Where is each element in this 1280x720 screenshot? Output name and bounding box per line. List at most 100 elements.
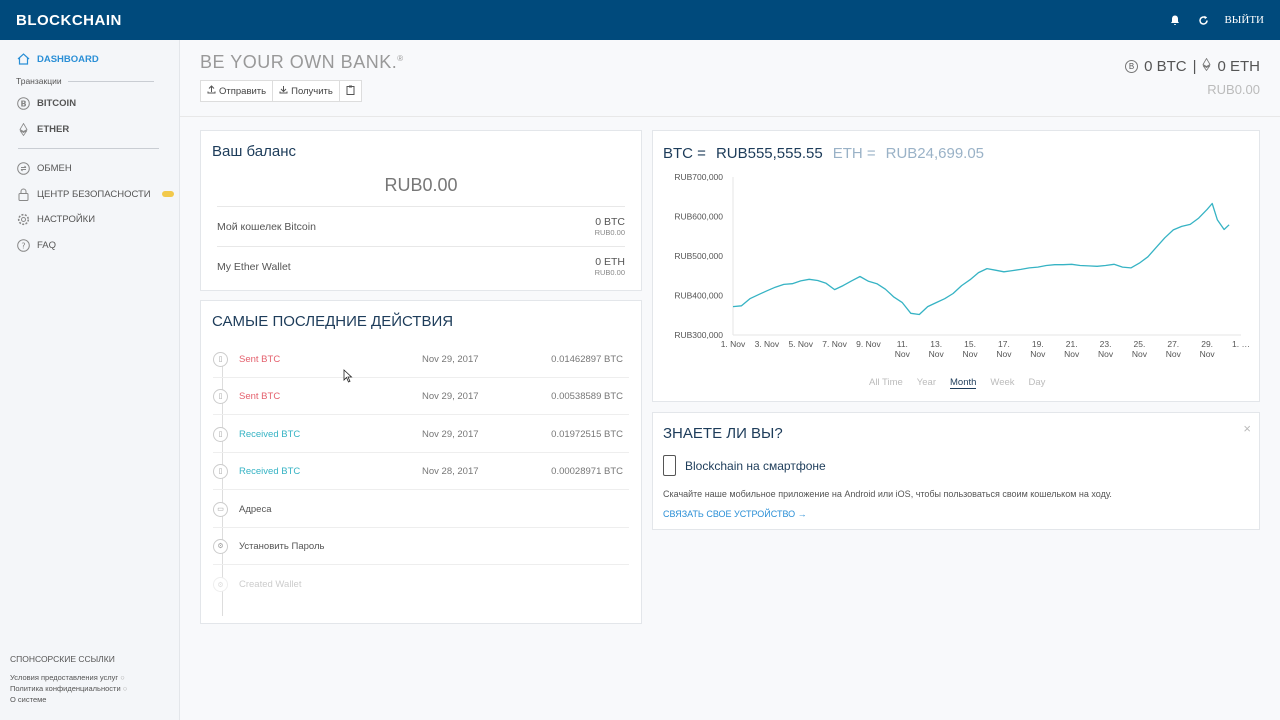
mouse-cursor-icon — [343, 369, 353, 383]
activity-row[interactable]: ▭ Адреса — [213, 491, 629, 528]
svg-text:B: B — [20, 99, 26, 108]
clipboard-button[interactable] — [339, 80, 362, 102]
y-tick-label: RUB300,000 — [674, 330, 723, 340]
range-tab-day[interactable]: Day — [1028, 377, 1046, 388]
activity-row[interactable]: ▯ Received BTC Nov 29, 2017 0.01972515 B… — [213, 416, 629, 453]
activity-row[interactable]: ⚙ Установить Пароль — [213, 528, 629, 565]
activity-date: Nov 29, 2017 — [422, 390, 479, 402]
x-tick-label: 11. Nov — [895, 339, 911, 359]
activity-amount: 0.01972515 BTC — [551, 428, 623, 440]
sidebar-item-bitcoin[interactable]: B BITCOIN — [16, 96, 76, 110]
eth-total: 0 ETH — [1217, 58, 1260, 75]
x-tick-label: 19. Nov — [1030, 339, 1046, 359]
bitcoin-icon: B — [1125, 60, 1139, 73]
send-icon — [207, 85, 216, 97]
about-link[interactable]: О системе — [10, 695, 47, 704]
x-tick-label: 27. Nov — [1166, 339, 1182, 359]
range-tab-month[interactable]: Month — [950, 377, 977, 389]
sidebar-divider — [18, 148, 159, 149]
top-bar: BLOCKCHAIN ВЫЙТИ — [0, 0, 1280, 40]
activity-label: Установить Пароль — [239, 540, 325, 552]
sidebar-item-security[interactable]: ЦЕНТР БЕЗОПАСНОСТИ — [16, 187, 174, 201]
x-tick-label: 7. Nov — [822, 339, 847, 349]
activity-date: Nov 29, 2017 — [422, 353, 479, 365]
range-tab-year[interactable]: Year — [916, 377, 936, 388]
top-right-controls: ВЫЙТИ — [1168, 13, 1264, 27]
wallet-row-ether[interactable]: My Ether Wallet 0 ETH RUB0.00 — [217, 246, 625, 286]
header-crypto-balance: B 0 BTC | 0 ETH — [1125, 57, 1260, 75]
price-chart[interactable]: RUB700,000 RUB600,000 RUB500,000 RUB400,000… — [653, 169, 1259, 369]
refresh-icon[interactable] — [1196, 13, 1210, 27]
clipboard-icon — [346, 85, 355, 98]
send-button[interactable]: Отправить — [200, 80, 274, 102]
activity-amount: 0.01462897 BTC — [551, 353, 623, 365]
sidebar-item-label: НАСТРОЙКИ — [37, 213, 96, 225]
btc-price-label: BTC = — [663, 145, 706, 162]
sidebar-item-faq[interactable]: ? FAQ — [16, 238, 56, 252]
header-rub-balance: RUB0.00 — [1207, 82, 1260, 97]
logo[interactable]: BLOCKCHAIN — [16, 11, 122, 29]
activity-row[interactable]: ▯ Sent BTC Nov 29, 2017 0.00538589 BTC — [213, 378, 629, 415]
activity-row[interactable]: ⚙ Created Wallet — [213, 566, 629, 603]
price-chart-card: BTC = RUB555,555.55 ETH = RUB24,699.05 R… — [652, 130, 1260, 402]
wallet-row-bitcoin[interactable]: Мой кошелек Bitcoin 0 BTC RUB0.00 — [217, 206, 625, 246]
lock-icon — [16, 187, 30, 201]
exchange-icon — [16, 161, 30, 175]
price-summary: BTC = RUB555,555.55 ETH = RUB24,699.05 — [663, 145, 984, 162]
ether-icon — [16, 122, 30, 136]
transaction-icon: ▯ — [213, 463, 228, 479]
home-icon — [16, 52, 30, 66]
x-tick-label: 9. Nov — [856, 339, 881, 349]
question-icon: ? — [16, 238, 30, 252]
transaction-icon: ▯ — [213, 351, 228, 367]
wallet-rub: RUB0.00 — [594, 268, 625, 277]
action-toolbar: Отправить Получить — [200, 80, 362, 102]
range-tab-week[interactable]: Week — [990, 377, 1015, 388]
activity-row[interactable]: ▯ Received BTC Nov 28, 2017 0.00028971 B… — [213, 453, 629, 490]
sidebar-item-ether[interactable]: ETHER — [16, 122, 69, 136]
x-tick-label: 17. Nov — [996, 339, 1012, 359]
sidebar-item-dashboard[interactable]: DASHBOARD — [16, 52, 99, 66]
gear-icon: ⚙ — [213, 538, 228, 554]
activity-label: Received BTC — [239, 465, 301, 477]
link-device-link[interactable]: СВЯЗАТЬ СВОЕ УСТРОЙСТВО → — [663, 509, 807, 519]
sidebar-item-label: ЦЕНТР БЕЗОПАСНОСТИ — [37, 188, 151, 200]
bell-icon[interactable] — [1168, 13, 1182, 27]
activity-label: Sent BTC — [239, 390, 281, 402]
did-you-know-card: ЗНАЕТЕ ЛИ ВЫ? × Blockchain на смартфоне … — [652, 412, 1260, 530]
y-tick-label: RUB600,000 — [674, 212, 723, 222]
terms-link[interactable]: Условия предоставления услуг ○ — [10, 673, 125, 682]
privacy-link[interactable]: Политика конфиденциальности ○ — [10, 684, 128, 693]
range-tab-all-time[interactable]: All Time — [869, 377, 903, 388]
svg-text:?: ? — [21, 241, 25, 250]
x-tick-label: 1. Nov — [721, 339, 746, 349]
sidebar-item-exchange[interactable]: ОБМЕН — [16, 161, 72, 175]
wallet-rub: RUB0.00 — [594, 228, 625, 237]
smartphone-icon — [663, 455, 676, 476]
wallet-amount: 0 ETH — [595, 256, 625, 268]
app-description: Скачайте наше мобильное приложение на An… — [663, 489, 1112, 499]
btc-total: 0 BTC — [1144, 58, 1187, 75]
did-you-know-title: ЗНАЕТЕ ЛИ ВЫ? — [663, 425, 783, 442]
x-tick-label: 15. Nov — [963, 339, 979, 359]
wallet-name: Мой кошелек Bitcoin — [217, 220, 316, 233]
separator: | — [1192, 58, 1197, 75]
activity-label: Sent BTC — [239, 353, 281, 365]
x-tick-label: 3. Nov — [755, 339, 780, 349]
activity-date: Nov 28, 2017 — [422, 465, 479, 477]
sponsored-links-heading: СПОНСОРСКИЕ ССЫЛКИ — [10, 654, 115, 664]
logout-button[interactable]: ВЫЙТИ — [1224, 14, 1264, 26]
activity-title: САМЫЕ ПОСЛЕДНИЕ ДЕЙСТВИЯ — [212, 313, 454, 330]
header-divider — [180, 116, 1280, 117]
eth-price-label: ETH = — [832, 145, 876, 162]
close-icon[interactable]: × — [1243, 421, 1251, 436]
receive-button[interactable]: Получить — [273, 80, 340, 102]
sidebar-item-settings[interactable]: НАСТРОЙКИ — [16, 212, 95, 226]
activity-row[interactable]: ▯ Sent BTC Nov 29, 2017 0.01462897 BTC — [213, 341, 629, 378]
footer-links: Условия предоставления услуг ○ Политика … — [10, 672, 127, 705]
bitcoin-icon: B — [16, 96, 30, 110]
y-tick-label: RUB500,000 — [674, 251, 723, 261]
activity-card: САМЫЕ ПОСЛЕДНИЕ ДЕЙСТВИЯ ▯ Sent BTC Nov … — [200, 300, 642, 624]
security-status-badge — [161, 191, 174, 197]
btc-price-value: RUB555,555.55 — [715, 145, 823, 162]
